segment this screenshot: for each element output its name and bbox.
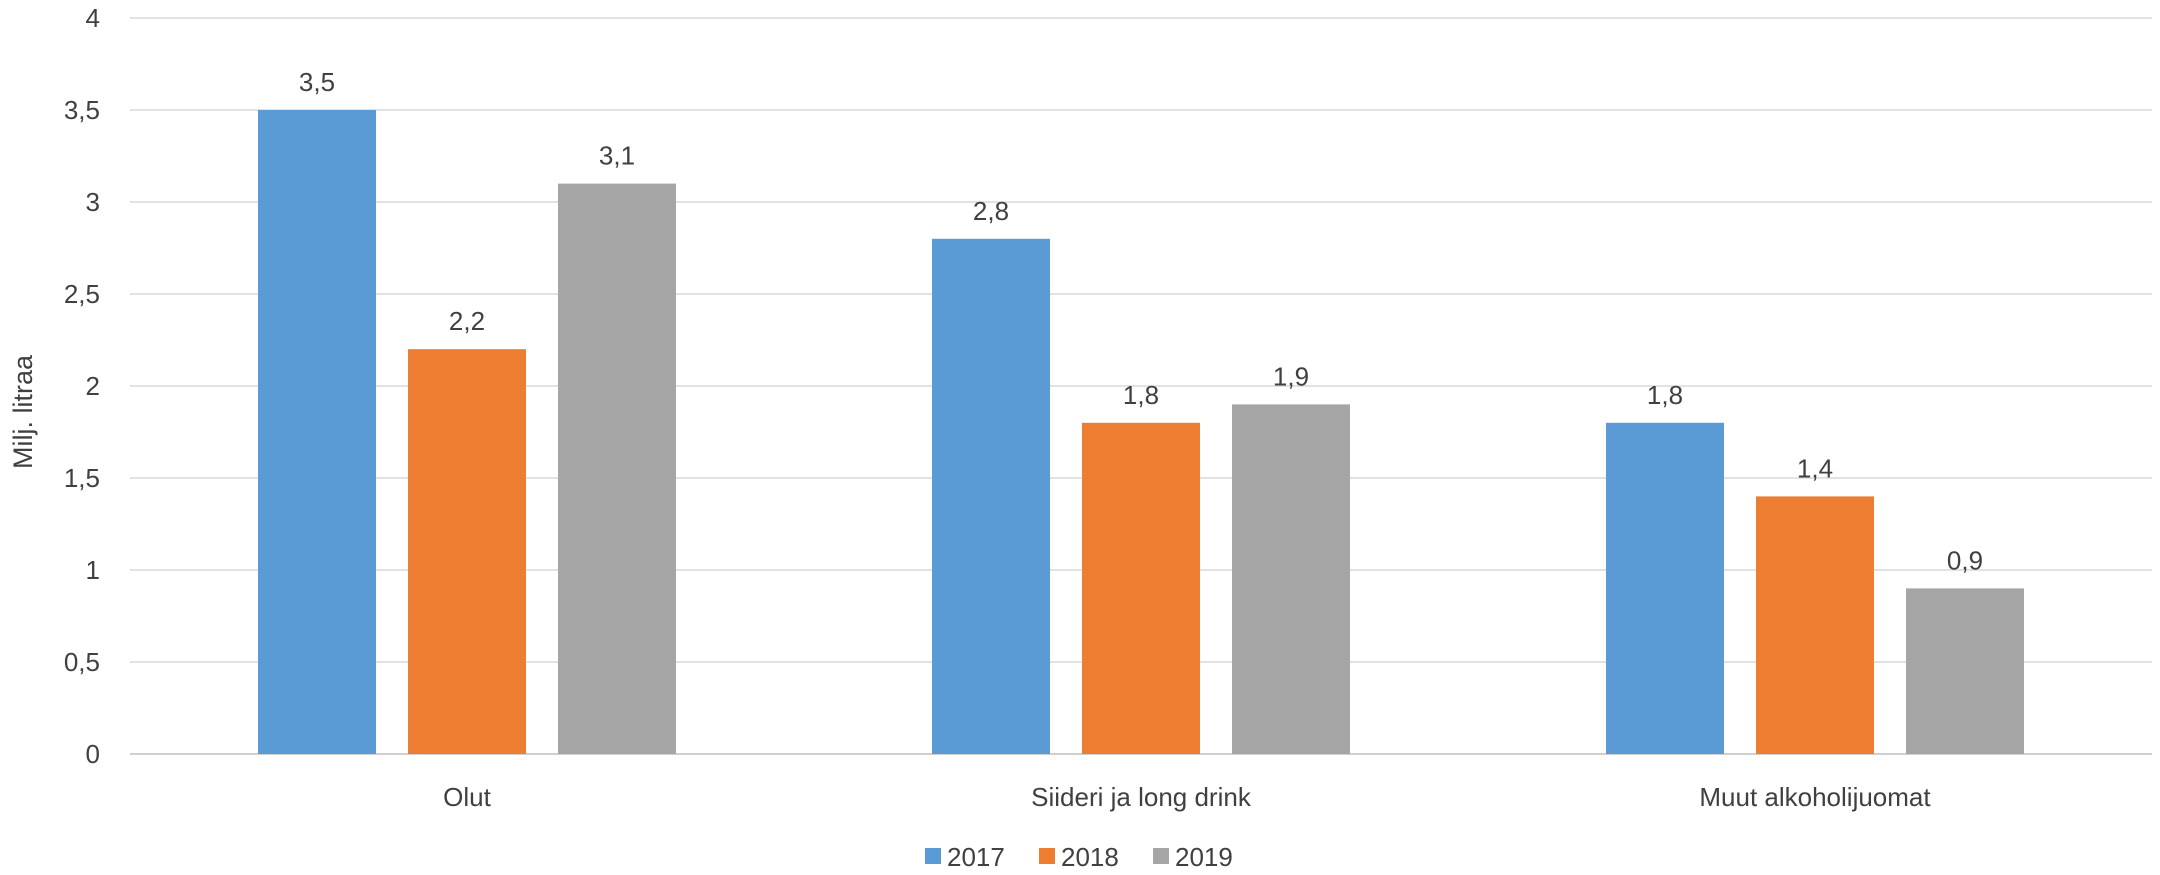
data-label: 3,1	[599, 141, 635, 171]
data-label: 1,8	[1123, 380, 1159, 410]
bar-2018-3	[1756, 496, 1874, 754]
legend-swatch-2018	[1039, 848, 1055, 864]
y-tick-label: 0	[86, 739, 100, 769]
data-label: 3,5	[299, 67, 335, 97]
legend: 2017 2018 2019	[925, 842, 1233, 872]
data-label: 2,8	[973, 196, 1009, 226]
y-tick-label: 4	[86, 3, 100, 33]
y-axis-label: Milj. litraa	[8, 354, 38, 469]
data-label: 0,9	[1947, 545, 1983, 575]
x-axis-ticks: Olut Siideri ja long drink Muut alkoholiju…	[443, 782, 1931, 812]
data-label: 1,9	[1273, 361, 1309, 391]
bar-2019-3	[1906, 588, 2024, 754]
bar-2018-1	[408, 349, 526, 754]
legend-label: 2017	[947, 842, 1005, 870]
y-tick-label: 2,5	[64, 279, 100, 309]
bar-2017-2	[932, 238, 1050, 755]
y-tick-label: 1	[86, 555, 100, 585]
bars	[258, 110, 2024, 755]
y-tick-label: 2	[86, 371, 100, 401]
x-tick-label: Olut	[443, 782, 491, 812]
data-label: 2,2	[449, 306, 485, 336]
y-tick-label: 3	[86, 187, 100, 217]
data-label: 1,8	[1647, 380, 1683, 410]
y-tick-label: 3,5	[64, 95, 100, 125]
legend-label: 2018	[1061, 842, 1119, 870]
legend-swatch-2017	[925, 848, 941, 864]
y-tick-label: 0,5	[64, 647, 100, 677]
bar-2019-2	[1232, 404, 1350, 754]
data-label: 1,4	[1797, 453, 1833, 483]
legend-swatch-2019	[1153, 848, 1169, 864]
bar-2019-1	[558, 183, 676, 755]
y-axis-ticks: 0 0,5 1 1,5 2 2,5 3 3,5 4	[64, 3, 100, 769]
bar-2018-2	[1082, 422, 1200, 754]
legend-label: 2019	[1175, 842, 1233, 870]
bar-2017-3	[1606, 422, 1724, 754]
x-tick-label: Siideri ja long drink	[1031, 782, 1252, 812]
bar-2017-1	[258, 110, 376, 754]
data-labels: 3,5 2,2 3,1 2,8 1,8 1,9 1,8 1,4 0,9	[299, 67, 1983, 575]
y-tick-label: 1,5	[64, 463, 100, 493]
x-tick-label: Muut alkoholijuomat	[1699, 782, 1931, 812]
